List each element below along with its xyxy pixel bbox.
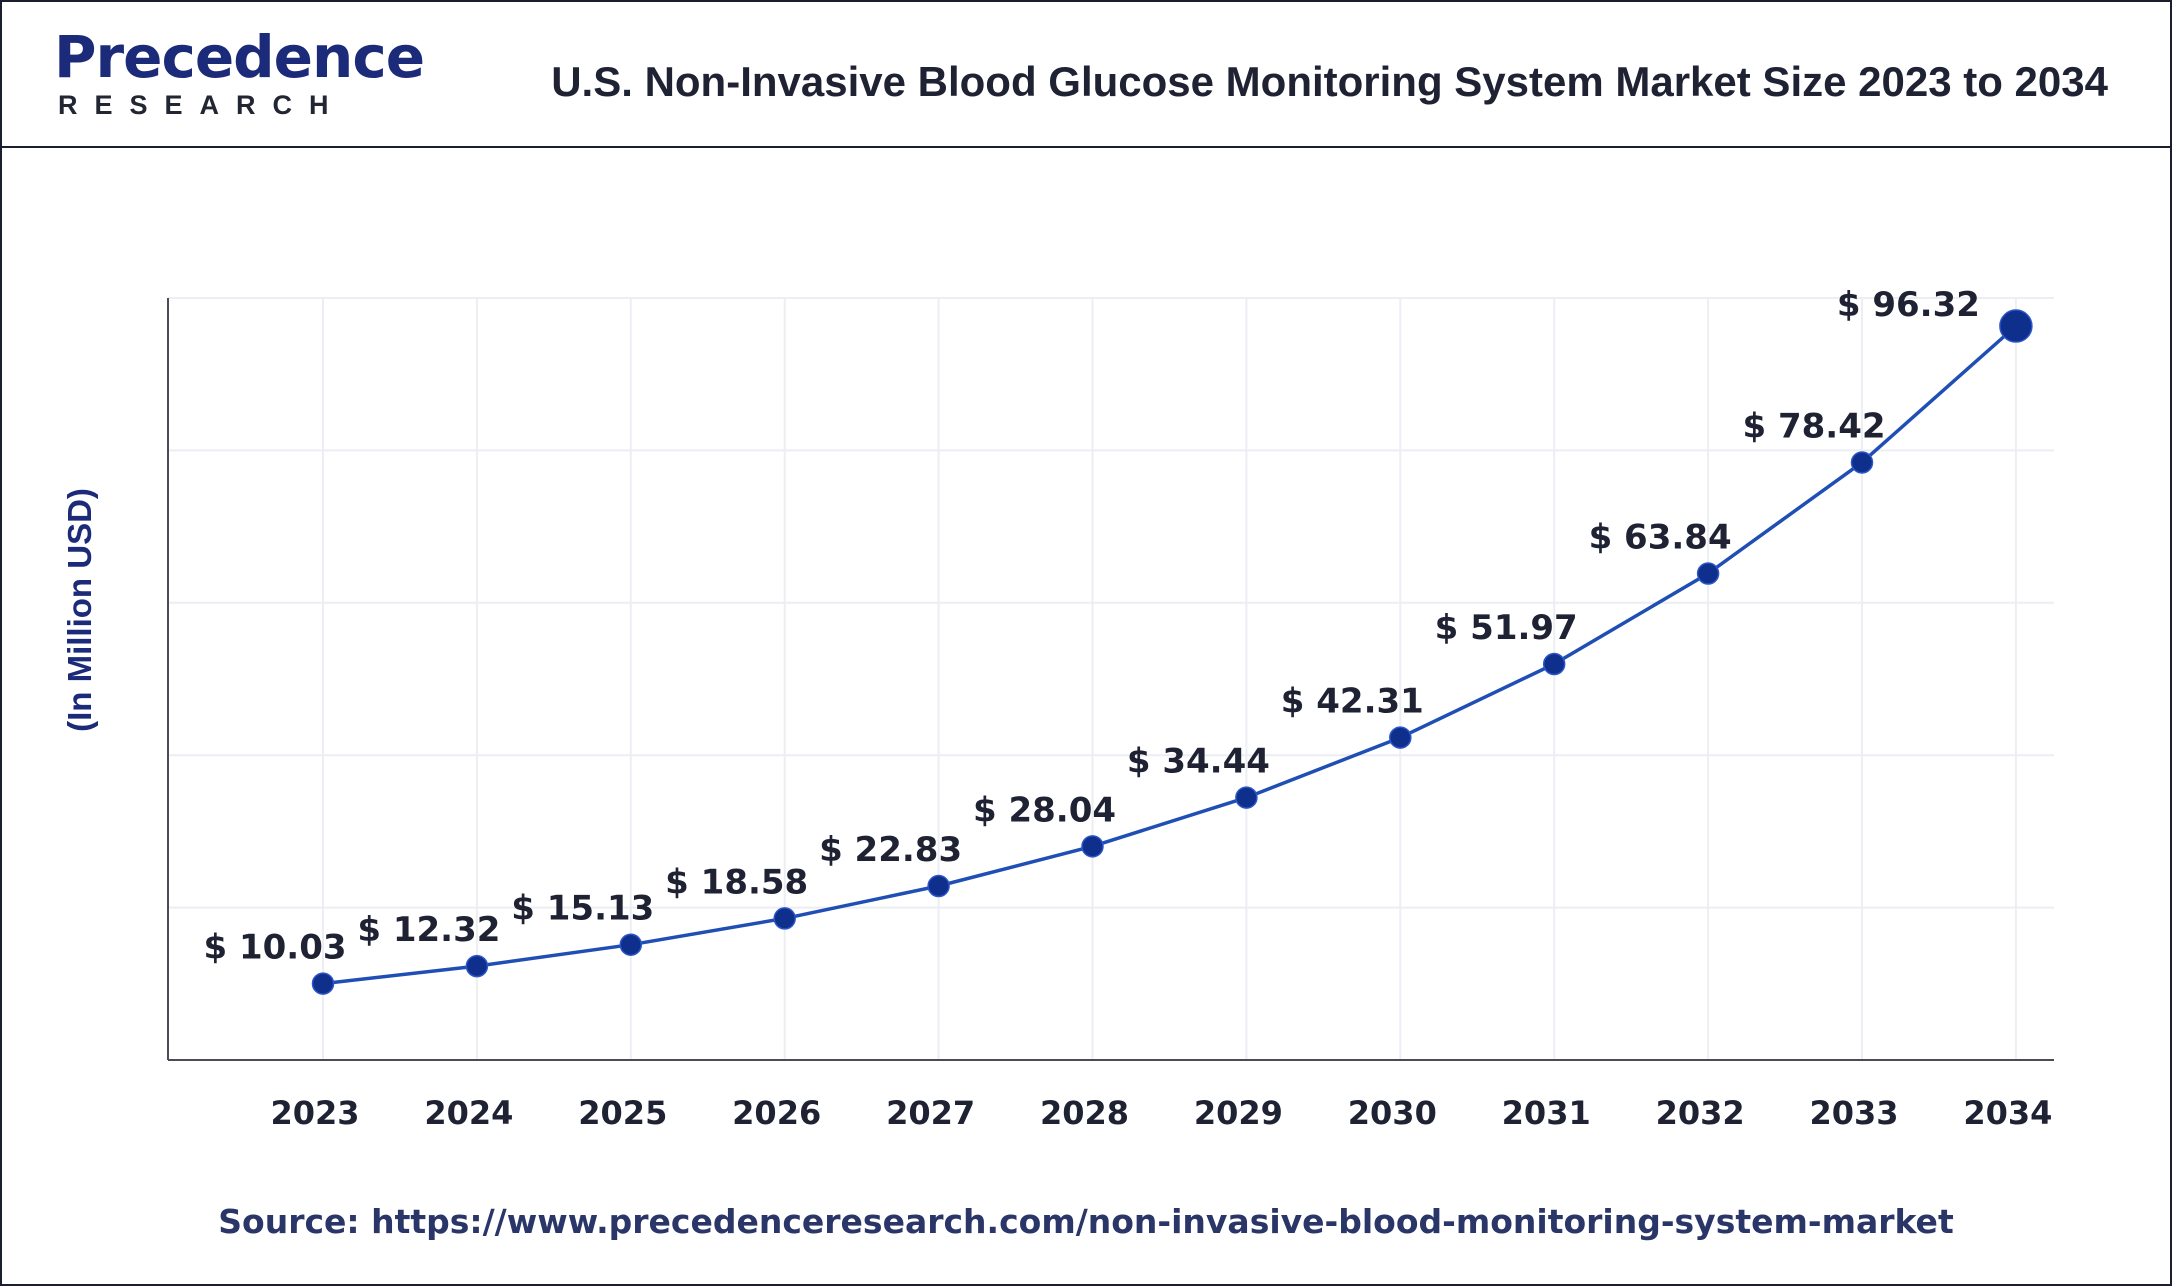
- x-tick-label: 2034: [1963, 1094, 2052, 1132]
- y-axis-label: (In Million USD): [61, 488, 98, 732]
- brand-logo: Precedence RESEARCH: [54, 22, 425, 132]
- data-label: $ 63.84: [1589, 518, 1732, 558]
- x-tick-label: 2024: [424, 1094, 513, 1132]
- data-label: $ 78.42: [1742, 406, 1885, 446]
- x-tick-label: 2031: [1502, 1094, 1591, 1132]
- data-point: [465, 954, 489, 978]
- logo-subtitle: RESEARCH: [58, 90, 346, 120]
- data-label: $ 10.03: [203, 928, 346, 968]
- data-point: [311, 972, 335, 995]
- grid-lines: [168, 297, 2054, 1060]
- header: Precedence RESEARCH U.S. Non-Invasive Bl…: [2, 2, 2170, 148]
- x-tick-label: 2032: [1656, 1094, 1745, 1132]
- data-point: [1389, 726, 1412, 749]
- data-label: $ 34.44: [1127, 742, 1270, 782]
- data-point: [1235, 786, 1258, 809]
- page-title: U.S. Non-Invasive Blood Glucose Monitori…: [551, 58, 2108, 105]
- x-tick-label: 2033: [1809, 1094, 1898, 1132]
- data-point: [619, 933, 643, 956]
- x-tick-label: 2026: [732, 1094, 821, 1132]
- data-labels: $ 10.03 $ 12.32 $ 15.13 $ 18.58 $ 22.83 $ 28.…: [203, 285, 1979, 968]
- data-label: $ 51.97: [1435, 608, 1578, 648]
- x-tick-label: 2028: [1040, 1094, 1129, 1132]
- data-point: [927, 874, 950, 898]
- data-point: [1850, 451, 1874, 474]
- data-point: [1999, 309, 2033, 343]
- x-tick-labels: 2023 2024 2025 2026 2027 2028 2029 2030 2031 2032…: [270, 1094, 2052, 1132]
- data-label: $ 42.31: [1281, 682, 1424, 722]
- x-tick-label: 2029: [1194, 1094, 1283, 1132]
- data-point: [1542, 652, 1566, 676]
- x-tick-label: 2027: [886, 1094, 975, 1132]
- data-label: $ 28.04: [973, 790, 1116, 830]
- logo-wordmark: Precedence: [54, 23, 425, 91]
- data-markers: [311, 309, 2033, 995]
- data-label: $ 12.32: [357, 910, 500, 950]
- x-tick-label: 2023: [270, 1094, 359, 1132]
- x-tick-label: 2030: [1348, 1094, 1437, 1132]
- data-point: [1081, 835, 1104, 858]
- source-note: Source: https://www.precedenceresearch.c…: [218, 1202, 1954, 1241]
- axes: [167, 298, 2054, 1061]
- x-tick-label: 2025: [578, 1094, 667, 1132]
- data-label: $ 96.32: [1837, 285, 1980, 325]
- series-line: [322, 324, 2018, 986]
- data-label: $ 18.58: [665, 862, 808, 902]
- data-point: [1696, 562, 1720, 585]
- series-polyline: [322, 324, 2018, 986]
- data-label: $ 22.83: [819, 830, 962, 870]
- data-label: $ 15.13: [511, 889, 654, 929]
- data-point: [773, 907, 796, 930]
